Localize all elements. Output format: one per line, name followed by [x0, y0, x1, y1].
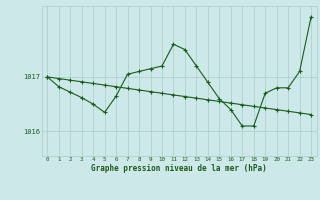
- X-axis label: Graphe pression niveau de la mer (hPa): Graphe pression niveau de la mer (hPa): [91, 164, 267, 173]
